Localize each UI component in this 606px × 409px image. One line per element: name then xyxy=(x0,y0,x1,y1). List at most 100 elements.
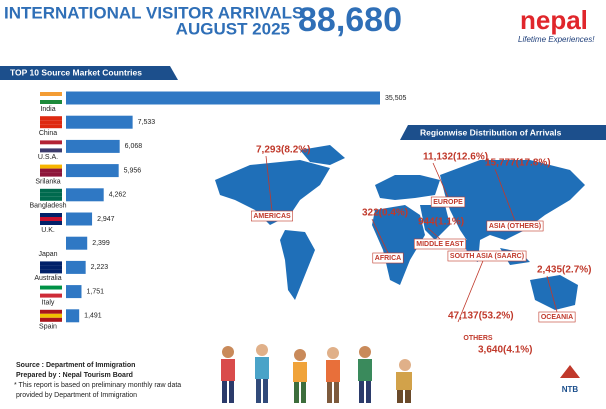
region-value: 2,435(2.7%) xyxy=(537,265,591,276)
value-label: 6,068 xyxy=(125,143,143,150)
bar xyxy=(66,236,88,250)
leader xyxy=(371,218,389,254)
flag xyxy=(40,285,62,290)
category-label: U.K. xyxy=(41,227,55,234)
flag xyxy=(40,217,62,221)
category-label: China xyxy=(39,130,57,137)
title: INTERNATIONAL VISITOR ARRIVALS xyxy=(4,3,303,22)
region-name: OTHERS xyxy=(463,335,493,342)
region-box xyxy=(447,250,527,262)
leader xyxy=(457,250,488,323)
region-box xyxy=(372,252,404,264)
prepared: Prepared by : Nepal Tourism Board xyxy=(16,372,133,379)
value-label: 2,399 xyxy=(92,240,110,247)
leader xyxy=(427,227,441,240)
bar xyxy=(66,164,119,178)
category-label: Spain xyxy=(39,324,57,331)
flag xyxy=(40,192,62,197)
bar xyxy=(66,91,380,105)
bar xyxy=(66,309,80,323)
flag xyxy=(40,289,62,294)
region-box xyxy=(486,220,544,232)
region-value: 3,640(4.1%) xyxy=(478,345,532,356)
region-box xyxy=(430,196,466,208)
value-label: 35,505 xyxy=(385,95,407,102)
brand: nepal xyxy=(520,5,588,35)
flag xyxy=(40,317,62,322)
travelers xyxy=(221,344,412,403)
leader xyxy=(265,155,273,212)
flag xyxy=(40,148,62,153)
category-label: U.S.A. xyxy=(38,154,58,161)
flag xyxy=(40,96,62,100)
category-label: Italy xyxy=(42,299,55,306)
flag xyxy=(40,116,62,121)
leader xyxy=(432,162,449,198)
region-value: 944(1.1%) xyxy=(418,217,464,228)
bar xyxy=(66,139,120,153)
note: * This report is based on preliminary mo… xyxy=(14,382,181,389)
banner xyxy=(400,125,606,140)
flag xyxy=(40,164,62,169)
tagline: Lifetime Experiences! xyxy=(518,35,595,44)
bar xyxy=(66,212,93,226)
flag xyxy=(40,144,62,149)
region-name: AFRICA xyxy=(375,255,401,262)
source: Source : Department of Immigration xyxy=(16,362,135,369)
subtitle: AUGUST 2025 xyxy=(176,19,290,38)
region-value: 7,293(8.2%) xyxy=(256,145,310,156)
flag xyxy=(40,124,62,129)
logo: NTB xyxy=(562,385,579,394)
flag xyxy=(40,245,62,250)
region-value: 322(0.4%) xyxy=(362,208,408,219)
bar-chart: India 35,505 China 7,533 U.S.A. 6,068 Srilanka… xyxy=(30,91,407,331)
value-label: 2,947 xyxy=(97,216,115,223)
flag xyxy=(40,92,62,96)
bar xyxy=(66,115,133,129)
flag xyxy=(40,196,62,201)
region-name: AMERICAS xyxy=(253,213,291,220)
flag xyxy=(40,269,62,274)
value-label: 1,491 xyxy=(84,313,102,320)
region-name: OCEANIA xyxy=(541,314,573,321)
flag xyxy=(40,313,62,318)
leader xyxy=(546,275,558,313)
flag xyxy=(40,120,62,125)
total: 88,680 xyxy=(298,1,402,39)
region-value: 11,132(12.6%) xyxy=(423,152,488,163)
flag xyxy=(40,221,62,225)
bar xyxy=(66,285,82,299)
chart-title: TOP 10 Source Market Countries xyxy=(10,67,142,77)
leader xyxy=(494,168,516,222)
flag xyxy=(40,168,62,173)
bar xyxy=(66,260,86,274)
region-box xyxy=(538,311,576,323)
flag xyxy=(40,100,62,104)
region-value: 47,137(53.2%) xyxy=(448,311,514,322)
region-name: EUROPE xyxy=(433,199,463,206)
region-labels: AMERICAS 7,293(8.2%) EUROPE 11,132(12.6%) AS… xyxy=(251,145,591,356)
region-name: SOUTH ASIA (SAARC) xyxy=(450,253,524,260)
bar xyxy=(66,188,104,202)
value-label: 5,956 xyxy=(124,167,142,174)
flag xyxy=(40,265,62,270)
value-label: 1,751 xyxy=(86,288,104,295)
flag xyxy=(40,172,62,177)
logo-mark xyxy=(560,365,580,378)
flag xyxy=(40,261,62,266)
note: provided by Department of Immigration xyxy=(16,392,137,399)
flag xyxy=(40,293,62,298)
category-label: Bangladesh xyxy=(30,203,67,210)
value-label: 2,223 xyxy=(91,264,109,271)
flag xyxy=(40,237,62,242)
regions-title: Regionwise Distribution of Arrivals xyxy=(420,127,562,137)
value-label: 4,262 xyxy=(109,192,127,199)
region-box xyxy=(413,238,467,250)
banner xyxy=(0,66,178,80)
region-value: 15,777(17.8%) xyxy=(485,158,551,169)
flag xyxy=(40,140,62,145)
flag xyxy=(40,309,62,314)
category-label: Australia xyxy=(34,275,61,282)
category-label: India xyxy=(40,106,55,113)
